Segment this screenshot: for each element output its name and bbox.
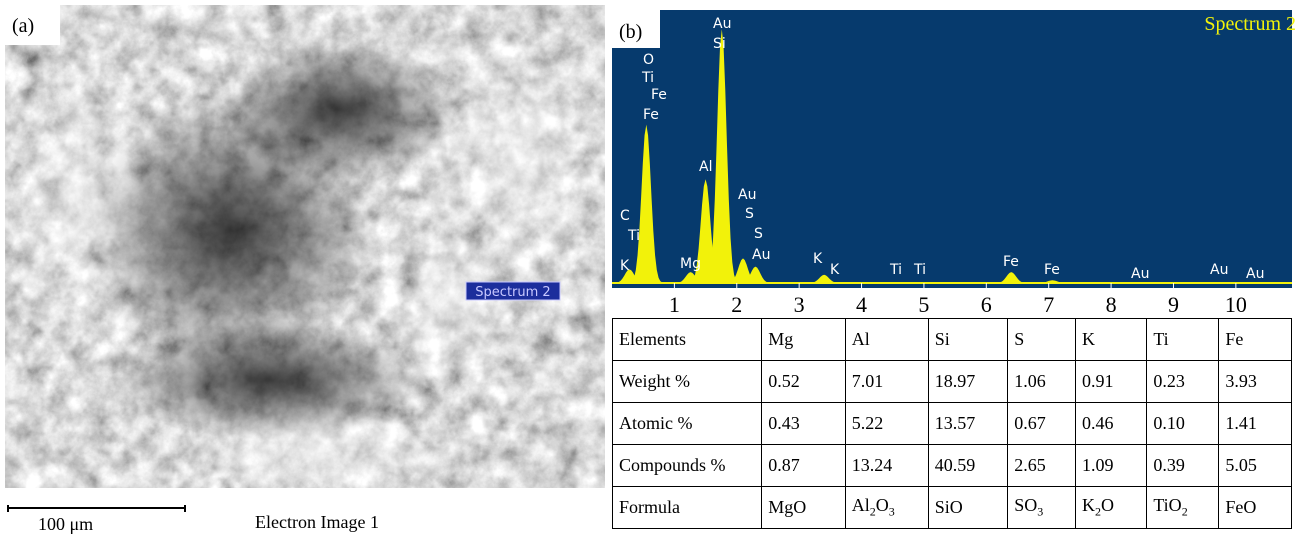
peak-label: C	[620, 208, 630, 224]
table-cell: 0.46	[1075, 403, 1146, 445]
x-tick-label: 2	[731, 292, 742, 317]
table-cell: S	[1008, 319, 1076, 361]
table-cell: 0.87	[762, 445, 846, 487]
peak-label: Au	[1210, 262, 1228, 278]
image-caption: Electron Image 1	[255, 512, 379, 532]
table-cell: 5.05	[1219, 445, 1292, 487]
peak-label: Au	[1246, 266, 1264, 282]
table-cell: 0.43	[762, 403, 846, 445]
table-cell: 1.09	[1075, 445, 1146, 487]
x-tick-label: 4	[856, 292, 867, 317]
x-tick-label: 10	[1225, 292, 1247, 317]
peak-label: Fe	[643, 107, 659, 123]
table-cell: 13.24	[845, 445, 928, 487]
table-cell: 0.10	[1147, 403, 1219, 445]
peak-label: Au	[738, 187, 756, 203]
table-cell: 13.57	[928, 403, 1007, 445]
page: { "panel_a": {"label": "(a)", "marker": …	[0, 0, 1301, 538]
marker-label: Spectrum 2	[475, 285, 550, 300]
peak-label: K	[830, 262, 840, 278]
table-cell: 1.06	[1008, 361, 1076, 403]
panel-label: (b)	[619, 21, 642, 43]
table-cell: Atomic %	[613, 403, 762, 445]
table-cell: Ti	[1147, 319, 1219, 361]
table-cell: Al	[845, 319, 928, 361]
scale-bar	[8, 505, 185, 512]
table-cell: Compounds %	[613, 445, 762, 487]
table-cell: 40.59	[928, 445, 1007, 487]
table-cell: Elements	[613, 319, 762, 361]
peak-label: Ti	[627, 228, 640, 244]
table-cell: 18.97	[928, 361, 1007, 403]
table-cell: Fe	[1219, 319, 1292, 361]
table-cell: 2.65	[1008, 445, 1076, 487]
peak-label: Mg	[680, 256, 701, 272]
table-cell: Mg	[762, 319, 846, 361]
table-cell: 0.91	[1075, 361, 1146, 403]
table-cell: 0.23	[1147, 361, 1219, 403]
table-cell: 5.22	[845, 403, 928, 445]
peak-label: Au	[713, 16, 731, 32]
table-cell: 3.93	[1219, 361, 1292, 403]
x-tick-label: 8	[1106, 292, 1117, 317]
peak-label: K	[620, 258, 630, 274]
table-cell: K2O	[1075, 487, 1146, 529]
composition-table: ElementsMgAlSiSKTiFeWeight %0.527.0118.9…	[612, 318, 1292, 529]
peak-label: Fe	[651, 87, 667, 103]
peak-label: K	[813, 251, 823, 267]
peak-label: Ti	[641, 70, 654, 86]
peak-label: Au	[752, 247, 770, 263]
table-cell: Al2O3	[845, 487, 928, 529]
x-tick-label: 3	[794, 292, 805, 317]
table-cell: 0.39	[1147, 445, 1219, 487]
table-cell: K	[1075, 319, 1146, 361]
table-cell: TiO2	[1147, 487, 1219, 529]
table-cell: MgO	[762, 487, 846, 529]
peak-label: Ti	[913, 262, 926, 278]
peak-label: O	[643, 52, 654, 68]
table-cell: Weight %	[613, 361, 762, 403]
peak-label: Fe	[1044, 262, 1060, 278]
peak-label: S	[754, 226, 763, 242]
spectrum-title: Spectrum 2	[1204, 13, 1296, 35]
table-cell: Si	[928, 319, 1007, 361]
table-cell: SiO	[928, 487, 1007, 529]
scale-label: 100 μm	[38, 514, 93, 534]
table-cell: FeO	[1219, 487, 1292, 529]
x-tick-label: 7	[1043, 292, 1054, 317]
panel-label: (a)	[12, 15, 34, 37]
table-cell: SO3	[1008, 487, 1076, 529]
table-cell: 0.52	[762, 361, 846, 403]
peak-label: Au	[1131, 266, 1149, 282]
table-cell: 7.01	[845, 361, 928, 403]
peak-label: Ti	[889, 262, 902, 278]
sem-image	[0, 5, 630, 495]
x-tick-label: 9	[1168, 292, 1179, 317]
peak-label: S	[745, 206, 754, 222]
x-tick-label: 6	[981, 292, 992, 317]
table-cell: 1.41	[1219, 403, 1292, 445]
peak-label: Fe	[1003, 254, 1019, 270]
x-tick-label: 5	[918, 292, 929, 317]
table-cell: Formula	[613, 487, 762, 529]
peak-label: Si	[713, 36, 726, 52]
table-cell: 0.67	[1008, 403, 1076, 445]
peak-label: Al	[699, 159, 712, 175]
x-tick-label: 1	[669, 292, 680, 317]
